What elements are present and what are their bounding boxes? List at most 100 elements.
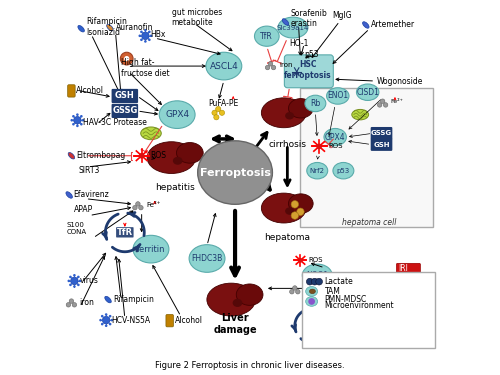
FancyBboxPatch shape [166, 315, 173, 327]
Text: p53: p53 [337, 168, 350, 174]
Ellipse shape [176, 142, 203, 163]
Circle shape [292, 286, 297, 290]
Text: CISD1: CISD1 [356, 88, 379, 97]
Text: IRI: IRI [398, 264, 408, 273]
Circle shape [144, 29, 146, 32]
Text: ASCL4: ASCL4 [210, 62, 238, 70]
Ellipse shape [282, 19, 288, 25]
Circle shape [68, 280, 70, 282]
Text: MET: MET [392, 295, 408, 304]
Circle shape [72, 115, 74, 118]
Circle shape [70, 277, 78, 285]
Text: Fe²⁺: Fe²⁺ [390, 99, 403, 104]
Circle shape [308, 298, 315, 305]
Circle shape [139, 153, 144, 159]
Text: SIRT3: SIRT3 [78, 166, 100, 175]
Ellipse shape [232, 299, 242, 307]
Text: Nrf2: Nrf2 [310, 168, 325, 174]
Circle shape [306, 278, 313, 285]
Text: FHDC3B: FHDC3B [192, 254, 222, 263]
Circle shape [296, 208, 304, 216]
Text: NQO1: NQO1 [306, 271, 328, 280]
Circle shape [77, 276, 80, 278]
Text: virus: virus [80, 276, 99, 285]
Ellipse shape [285, 112, 294, 120]
Text: Eltrombopag: Eltrombopag [76, 151, 126, 160]
Circle shape [316, 144, 322, 149]
Circle shape [298, 258, 302, 262]
Ellipse shape [140, 127, 162, 140]
Circle shape [77, 284, 80, 286]
Text: ferritin: ferritin [136, 244, 165, 254]
Text: Sorafenib
erastin: Sorafenib erastin [290, 9, 328, 28]
Text: Alcohol: Alcohol [174, 316, 203, 325]
Text: PuFA-PE: PuFA-PE [208, 99, 239, 108]
Circle shape [69, 284, 71, 286]
Text: HCV-NS5A: HCV-NS5A [111, 316, 150, 325]
Text: HUWEI: HUWEI [330, 314, 353, 320]
FancyBboxPatch shape [370, 138, 392, 151]
Text: iron: iron [80, 298, 94, 307]
Text: Wogonoside: Wogonoside [377, 76, 424, 86]
Circle shape [266, 65, 270, 70]
Circle shape [312, 278, 318, 285]
Ellipse shape [302, 264, 332, 286]
Ellipse shape [189, 244, 225, 272]
Text: Liver
damage: Liver damage [213, 313, 257, 334]
Text: Artemether: Artemether [370, 21, 415, 30]
Circle shape [72, 123, 74, 126]
Text: ENO1: ENO1 [327, 92, 348, 100]
Ellipse shape [262, 98, 306, 128]
Text: TfR: TfR [260, 32, 273, 41]
Text: Ferroptosis: Ferroptosis [200, 168, 270, 177]
Circle shape [101, 323, 103, 326]
Circle shape [76, 113, 78, 116]
Circle shape [148, 30, 150, 33]
Ellipse shape [307, 162, 328, 179]
Circle shape [144, 40, 146, 43]
Text: GPX4: GPX4 [325, 133, 345, 142]
Circle shape [78, 280, 82, 282]
Ellipse shape [362, 22, 369, 28]
Ellipse shape [288, 99, 313, 118]
Circle shape [72, 303, 76, 307]
Text: hepatitis: hepatitis [156, 183, 195, 192]
Text: Alcohol: Alcohol [76, 86, 104, 95]
Text: GPX4: GPX4 [165, 110, 189, 119]
Circle shape [296, 290, 300, 294]
Bar [300, 88, 433, 227]
Circle shape [69, 276, 71, 278]
Ellipse shape [173, 157, 182, 165]
Text: TfR: TfR [117, 228, 133, 237]
Text: Rb: Rb [310, 99, 320, 108]
Ellipse shape [310, 289, 316, 294]
Text: Rifampicin: Rifampicin [113, 295, 154, 304]
Ellipse shape [262, 193, 306, 223]
Circle shape [101, 315, 103, 318]
Text: Auranofin: Auranofin [116, 23, 153, 32]
Ellipse shape [106, 24, 113, 31]
Circle shape [316, 278, 322, 285]
Circle shape [216, 106, 221, 112]
Text: Figure 2 Ferroptosis in chronic liver diseases.: Figure 2 Ferroptosis in chronic liver di… [155, 361, 345, 370]
Ellipse shape [356, 84, 379, 100]
Text: ROS: ROS [150, 151, 166, 160]
FancyBboxPatch shape [396, 263, 420, 274]
Text: HBx: HBx [150, 30, 165, 39]
Circle shape [381, 296, 388, 303]
Text: PMN-MDSC: PMN-MDSC [324, 295, 367, 304]
Circle shape [69, 299, 73, 303]
Ellipse shape [78, 26, 84, 32]
Text: Fe²⁺: Fe²⁺ [146, 202, 161, 208]
Ellipse shape [236, 284, 263, 305]
Text: GSH: GSH [374, 141, 390, 147]
Text: iron: iron [279, 62, 292, 68]
Text: Slc39a14: Slc39a14 [277, 25, 309, 31]
Circle shape [148, 39, 150, 41]
FancyBboxPatch shape [112, 104, 138, 118]
Text: gut microbes
metabolite: gut microbes metabolite [172, 8, 222, 27]
Text: GSSG: GSSG [371, 130, 392, 136]
Text: HO-1: HO-1 [289, 39, 308, 48]
Ellipse shape [133, 236, 169, 263]
Text: hepatoma: hepatoma [264, 233, 310, 243]
